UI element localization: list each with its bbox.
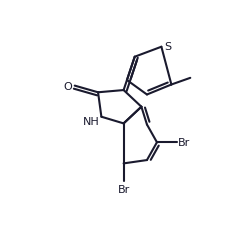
Text: S: S [165, 42, 172, 51]
Text: O: O [63, 81, 72, 91]
Text: NH: NH [82, 116, 99, 126]
Text: Br: Br [117, 185, 130, 195]
Text: Br: Br [178, 138, 190, 148]
